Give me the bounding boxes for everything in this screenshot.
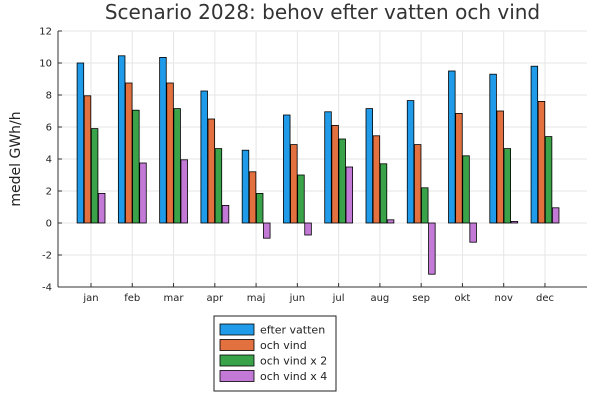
bar-och-vind-x-4-dec (551, 207, 560, 224)
y-tick-label: -2 (42, 251, 52, 262)
bar-och-vind-x-4-okt (469, 222, 477, 243)
bar-efter-vatten-dec (530, 65, 539, 224)
legend-swatch-och-vind-x-2 (219, 354, 255, 367)
y-tick-label: 4 (46, 155, 52, 166)
bar-och-vind-x-4-sep (428, 222, 436, 275)
bar-efter-vatten-jan (76, 62, 85, 224)
x-tick-label: apr (207, 293, 224, 304)
bar-och-vind-x-4-feb (139, 162, 147, 224)
legend-swatch-och-vind (219, 339, 255, 351)
x-tick-label: nov (495, 293, 513, 304)
bar-och-vind-dec (537, 101, 546, 224)
x-tick-label: okt (455, 293, 471, 304)
x-tick-label: mar (164, 293, 185, 304)
bar-och-vind-jun (290, 144, 298, 224)
y-tick-label: -4 (42, 283, 52, 294)
y-tick-label: 10 (39, 59, 52, 70)
bar-och-vind-x-4-jun (304, 222, 312, 236)
bar-och-vind-apr (207, 118, 216, 224)
bar-efter-vatten-apr (200, 90, 208, 224)
legend-label-och-vind-x-2: och vind x 2 (260, 355, 327, 368)
bar-och-vind-x-4-jul (345, 166, 354, 224)
legend-label-efter-vatten: efter vatten (260, 324, 325, 337)
y-tick-label: 8 (46, 91, 52, 102)
bar-och-vind-sep (413, 144, 422, 224)
bar-efter-vatten-feb (117, 55, 126, 224)
y-tick-label: 0 (46, 219, 52, 230)
bar-och-vind-x-4-apr (221, 204, 230, 224)
bar-och-vind-x-4-aug (386, 219, 395, 224)
bar-och-vind-jan (83, 95, 92, 224)
bar-efter-vatten-okt (448, 70, 456, 224)
bar-efter-vatten-nov (489, 73, 497, 224)
legend-swatch-och-vind-x-4 (219, 370, 255, 382)
chart-title: Scenario 2028: behov efter vatten och vi… (105, 0, 540, 24)
bar-och-vind-feb (125, 82, 133, 224)
x-tick-label: jul (332, 293, 345, 304)
bar-och-vind-x-4-jan (98, 192, 106, 224)
bar-och-vind-x-2-mar (173, 108, 181, 224)
bar-och-vind-x-2-feb (132, 109, 140, 224)
x-tick-label: maj (247, 293, 266, 304)
bar-efter-vatten-sep (406, 100, 415, 224)
y-tick-label: 12 (39, 27, 52, 38)
bar-efter-vatten-aug (365, 108, 373, 224)
bar-och-vind-okt (455, 113, 463, 224)
bar-och-vind-x-4-maj (263, 222, 271, 239)
bar-efter-vatten-maj (241, 149, 250, 224)
y-axis-label: medel GWh/h (8, 111, 24, 206)
bar-och-vind-jul (331, 125, 339, 224)
legend-label-och-vind-x-4: och vind x 4 (260, 370, 327, 383)
x-tick-label: dec (536, 293, 554, 304)
bar-och-vind-x-2-jan (90, 128, 99, 224)
bar-och-vind-mar (166, 82, 174, 224)
bar-och-vind-nov (496, 110, 504, 224)
bar-och-vind-x-2-nov (503, 148, 511, 224)
bar-och-vind-x-2-maj (255, 192, 264, 224)
bar-efter-vatten-jun (283, 114, 291, 224)
bar-och-vind-x-2-jul (338, 138, 346, 224)
bar-och-vind-x-2-apr (214, 148, 223, 224)
x-tick-label: feb (124, 293, 140, 304)
y-tick-label: 2 (46, 187, 52, 198)
bar-och-vind-x-2-okt (462, 155, 470, 224)
x-tick-label: jun (289, 293, 305, 304)
bar-och-vind-x-4-mar (180, 159, 188, 224)
legend-label-och-vind: och vind (260, 339, 307, 352)
bar-efter-vatten-mar (159, 57, 167, 224)
legend-swatch-efter-vatten (219, 323, 255, 336)
x-tick-label: jan (82, 293, 98, 304)
bar-och-vind-aug (372, 135, 381, 224)
x-tick-label: aug (370, 293, 389, 304)
bar-och-vind-x-2-dec (544, 136, 553, 224)
bar-och-vind-x-2-jun (297, 174, 305, 224)
y-tick-label: 6 (46, 123, 52, 134)
bar-och-vind-x-2-sep (421, 187, 429, 224)
bar-och-vind-maj (248, 171, 257, 224)
bar-och-vind-x-2-aug (379, 163, 388, 224)
bar-och-vind-x-4-nov (510, 220, 519, 224)
bar-efter-vatten-jul (324, 111, 332, 224)
x-tick-label: sep (412, 293, 430, 304)
